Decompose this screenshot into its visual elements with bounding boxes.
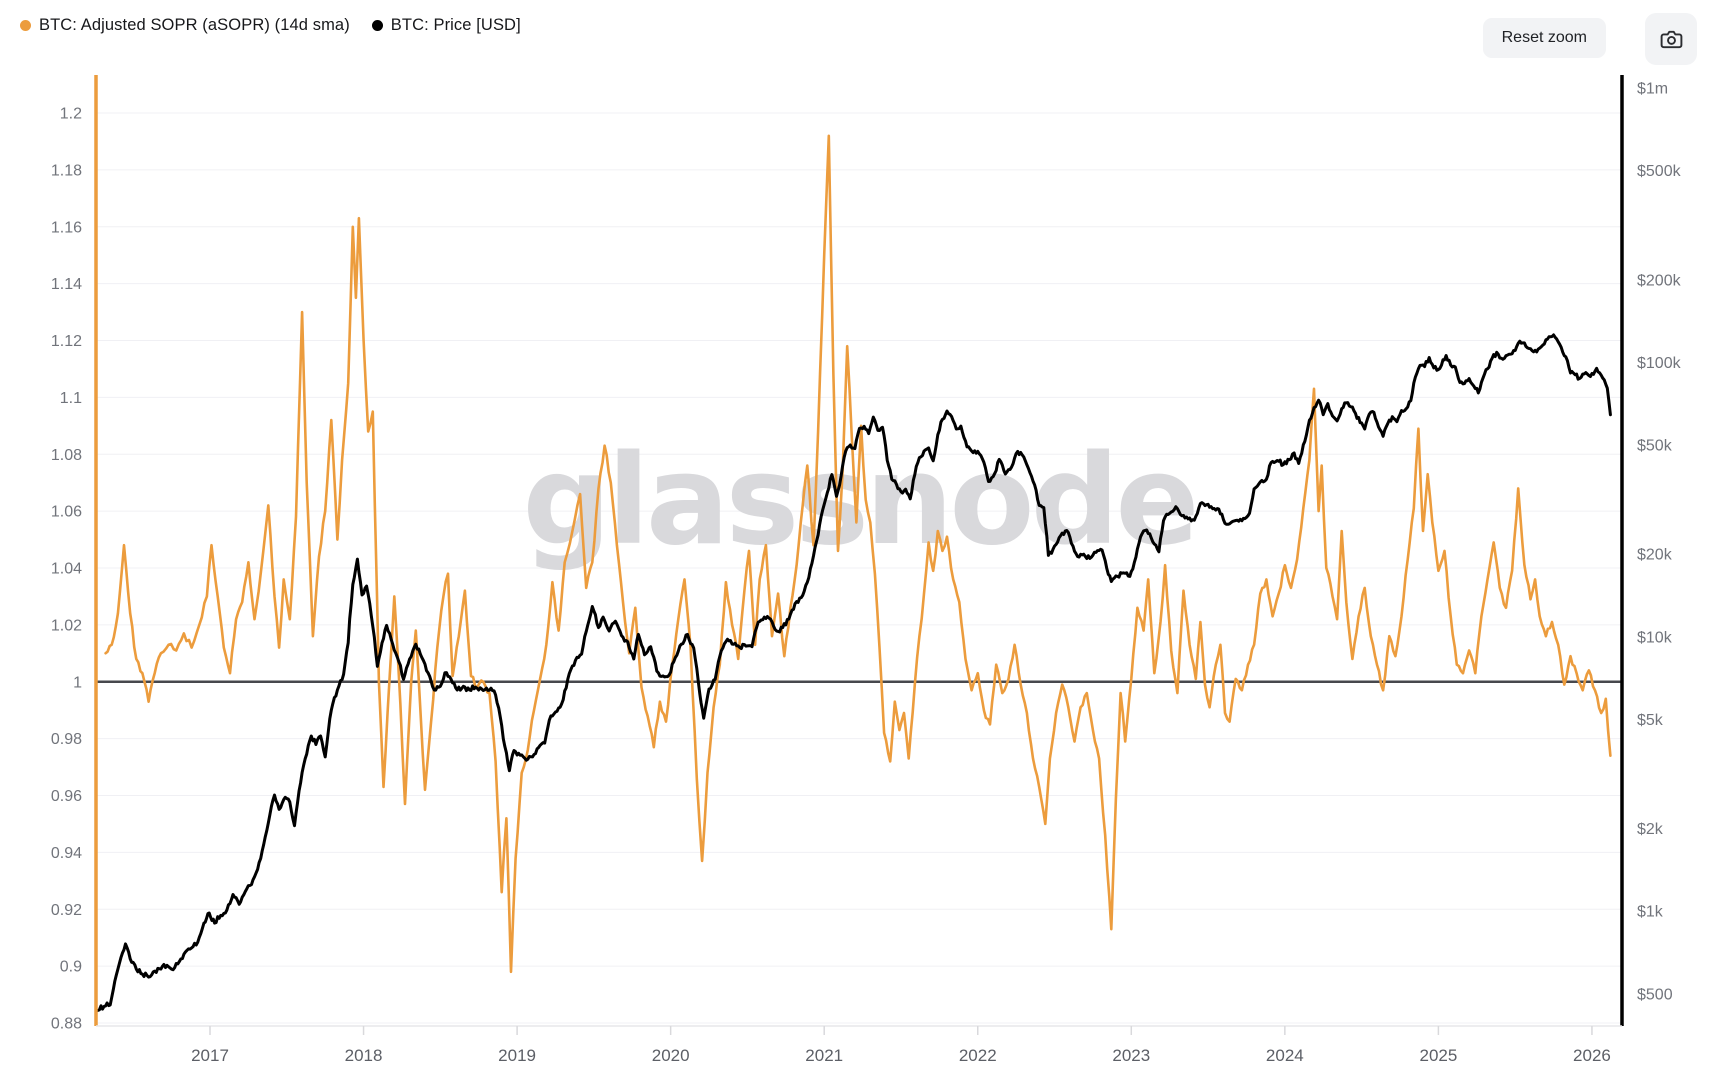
legend-dot-price	[371, 20, 383, 31]
x-axis-tick-label: 2022	[959, 1046, 997, 1065]
right-axis-tick-label: $5k	[1637, 712, 1664, 729]
left-axis-tick-label: 1.2	[60, 106, 82, 123]
legend-item-asopr[interactable]: BTC: Adjusted SOPR (aSOPR) (14d sma)	[20, 16, 350, 35]
left-axis-tick-label: 0.98	[51, 731, 82, 748]
x-axis-tick-label: 2024	[1266, 1046, 1304, 1065]
screenshot-button[interactable]	[1645, 13, 1697, 65]
right-axis-tick-label: $500k	[1637, 163, 1682, 180]
x-axis-tick-label: 2025	[1419, 1046, 1457, 1065]
right-axis-tick-label: $500	[1637, 986, 1673, 1003]
legend-dot-asopr	[20, 20, 31, 31]
right-axis-tick-label: $100k	[1637, 355, 1682, 372]
x-axis-tick-label: 2018	[345, 1046, 383, 1065]
left-axis-tick-label: 0.96	[51, 788, 82, 805]
legend-item-price[interactable]: BTC: Price [USD]	[371, 16, 521, 35]
left-axis-tick-label: 1.12	[51, 333, 82, 350]
left-axis-tick-label: 1.18	[51, 162, 82, 179]
right-axis-tick-label: $2k	[1637, 821, 1664, 838]
right-axis-tick-label: $10k	[1637, 629, 1673, 646]
series-line-price	[96, 333, 1612, 1012]
left-axis-tick-label: 1.08	[51, 447, 82, 464]
left-axis-tick-label: 0.88	[51, 1016, 82, 1033]
legend: BTC: Adjusted SOPR (aSOPR) (14d sma) BTC…	[20, 16, 521, 35]
left-axis-tick-label: 1.1	[60, 390, 82, 407]
left-axis-tick-label: 1.02	[51, 617, 82, 634]
left-axis-tick-label: 1.14	[51, 276, 82, 293]
left-axis-tick-label: 0.92	[51, 902, 82, 919]
left-axis-tick-label: 0.94	[51, 845, 82, 862]
left-axis-tick-label: 1.06	[51, 504, 82, 521]
x-axis-tick-label: 2017	[191, 1046, 229, 1065]
x-axis-tick-label: 2021	[805, 1046, 843, 1065]
right-axis-tick-label: $1k	[1637, 904, 1664, 921]
right-axis-tick-label: $50k	[1637, 438, 1673, 455]
reset-zoom-button[interactable]: Reset zoom	[1482, 18, 1606, 58]
x-axis-tick-label: 2020	[652, 1046, 690, 1065]
camera-icon	[1660, 30, 1682, 48]
right-axis-tick-label: $20k	[1637, 547, 1673, 564]
left-axis-tick-label: 0.9	[60, 959, 82, 976]
x-axis-tick-label: 2023	[1112, 1046, 1150, 1065]
left-axis-tick-label: 1	[73, 674, 82, 691]
x-axis-tick-label: 2026	[1573, 1046, 1611, 1065]
left-axis-tick-label: 1.16	[51, 219, 82, 236]
left-axis-tick-label: 1.04	[51, 561, 82, 578]
right-axis-tick-label: $200k	[1637, 272, 1682, 289]
legend-label-asopr: BTC: Adjusted SOPR (aSOPR) (14d sma)	[39, 16, 350, 34]
right-axis-tick-label: $1m	[1637, 81, 1668, 98]
x-axis-tick-label: 2019	[498, 1046, 536, 1065]
series-line-asopr	[104, 134, 1612, 974]
legend-label-price: BTC: Price [USD]	[390, 16, 521, 34]
